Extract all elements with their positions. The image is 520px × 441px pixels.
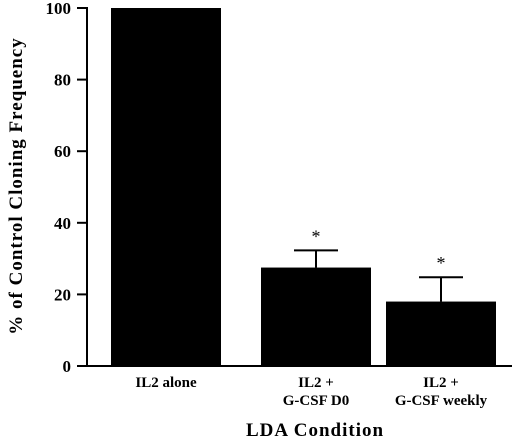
y-tick-label-4: 80	[54, 71, 71, 90]
bar-2	[386, 301, 496, 366]
x-axis-title: LDA Condition	[246, 420, 384, 441]
y-tick-label-2: 40	[54, 214, 71, 233]
y-tick-label-5: 100	[46, 0, 72, 18]
bar-1	[261, 267, 371, 366]
y-tick-label-0: 0	[63, 357, 72, 376]
significance-marker-2: *	[437, 253, 446, 273]
y-tick-label-3: 60	[54, 142, 71, 161]
category-label-2: IL2 + G-CSF weekly	[395, 375, 488, 409]
y-axis: 0 20 40 60 80 100	[46, 0, 88, 376]
bars	[111, 8, 496, 366]
error-bars	[294, 249, 463, 302]
significance-marker-1: *	[312, 226, 321, 246]
bar-0	[111, 8, 221, 366]
y-axis-title: % of Control Cloning Frequency	[6, 37, 27, 334]
significance-markers: **	[312, 226, 446, 273]
category-label-1: IL2 + G-CSF D0	[283, 375, 350, 409]
category-label-0: IL2 alone	[135, 375, 197, 391]
y-tick-label-1: 20	[54, 285, 71, 304]
category-labels: IL2 alone IL2 + G-CSF D0 IL2 + G-CSF weekly	[135, 375, 487, 409]
